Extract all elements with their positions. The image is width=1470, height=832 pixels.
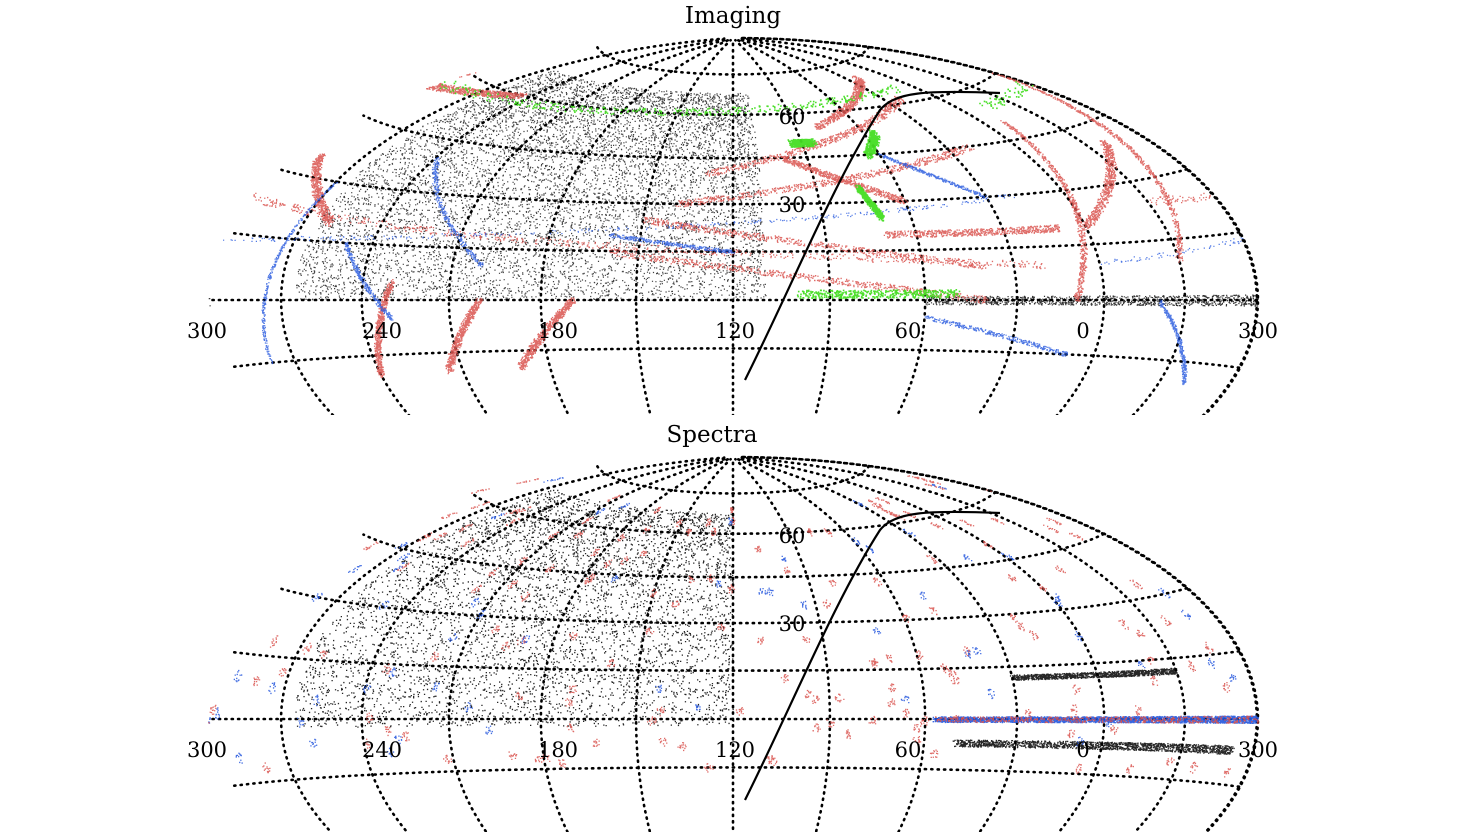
ra-gridline [736, 457, 927, 832]
imaging-red-stripe-points [883, 224, 1061, 239]
spectra-galactic-plane-curve [744, 510, 1001, 801]
imaging-red-stripe-points [1000, 120, 1088, 302]
ra-gridline [734, 457, 832, 832]
spectra-ra-tick-180: 180 [538, 738, 578, 762]
spectra-ra-tick-300-right: 300 [1238, 738, 1278, 762]
imaging-ra-tick-120: 120 [715, 319, 755, 343]
imaging-red-stripe-points [782, 156, 909, 205]
imaging-green-patch-points [439, 80, 1034, 117]
spectra-stripe-points [1009, 667, 1178, 681]
imaging-graticule [210, 36, 1260, 415]
ra-gridline [447, 457, 728, 832]
edge-gridline [740, 36, 1259, 415]
imaging-green-patch-points [863, 129, 881, 160]
imaging-green-patch-points [796, 289, 961, 300]
dec-gridline [596, 464, 871, 495]
spectra-ra-tick-120: 120 [715, 738, 755, 762]
imaging-red-stripe-points [814, 75, 866, 130]
ra-gridline [740, 456, 1187, 832]
imaging-stripe-82-points [208, 294, 1259, 307]
dec-gridline [279, 167, 1189, 206]
ra-gridline [738, 457, 1019, 832]
imaging-panel: Imaging 300 240 180 120 60 0 300 60 30 [187, 3, 1278, 415]
imaging-red-stripe-points [608, 249, 989, 304]
imaging-red-stripe-points [310, 153, 335, 227]
imaging-red-stripe-points [445, 297, 484, 375]
imaging-dec-tick-30: 30 [779, 193, 806, 217]
ra-gridline [447, 38, 728, 415]
spectra-title: Spectra [667, 422, 758, 448]
spectra-ra-tick-300-left: 300 [187, 738, 227, 762]
imaging-tick-labels: 300 240 180 120 60 0 300 60 30 [187, 105, 1278, 343]
ra-gridline [634, 457, 732, 832]
spectra-data-points [208, 475, 1260, 778]
imaging-ra-tick-240: 240 [362, 319, 402, 343]
spectra-dec-tick-30: 30 [779, 612, 806, 636]
imaging-footprint-points [296, 70, 767, 302]
ra-gridline [539, 457, 730, 832]
spectra-stripe-points [952, 739, 1235, 755]
spectra-ra-tick-0: 0 [1076, 738, 1089, 762]
ra-gridline [634, 38, 732, 415]
imaging-red-stripe-points [643, 216, 987, 270]
ra-gridline [740, 37, 1187, 415]
ra-gridline [360, 37, 727, 415]
imaging-ra-tick-0: 0 [1076, 319, 1089, 343]
imaging-ra-tick-300-left: 300 [187, 319, 227, 343]
ra-gridline [739, 456, 1106, 832]
imaging-blue-stripe-points [344, 241, 394, 321]
spectra-footprint-points [295, 489, 735, 728]
edge-gridline [740, 455, 1259, 832]
ra-gridline [360, 456, 727, 832]
spectra-panel: Spectra 300 240 180 120 60 0 300 60 30 [187, 422, 1278, 832]
spectra-blue-equator-points [208, 715, 1260, 724]
imaging-blue-stripe-points [924, 315, 1068, 357]
imaging-green-patch-points [787, 138, 818, 148]
imaging-ra-tick-180: 180 [538, 319, 578, 343]
ra-gridline [739, 37, 1106, 415]
dec-gridline [279, 586, 1189, 625]
imaging-ra-tick-300-right: 300 [1238, 319, 1278, 343]
imaging-red-stripe-points [517, 297, 576, 371]
spectra-tick-labels: 300 240 180 120 60 0 300 60 30 [187, 524, 1278, 762]
ra-gridline [279, 456, 726, 832]
imaging-dec-tick-60: 60 [779, 105, 806, 129]
ra-gridline [734, 38, 832, 415]
imaging-title: Imaging [685, 3, 781, 29]
ra-gridline [539, 38, 730, 415]
imaging-blue-stripe-points [878, 153, 988, 200]
imaging-green-patch-points [855, 184, 885, 222]
imaging-galactic-plane-curve [744, 90, 1001, 381]
imaging-blue-stripe-points [608, 233, 735, 254]
spectra-graticule [210, 455, 1260, 832]
imaging-red-stripe-points [1082, 139, 1118, 231]
imaging-red-stripe-points [373, 279, 395, 378]
spectra-ra-tick-240: 240 [362, 738, 402, 762]
spectra-ra-tick-60: 60 [895, 738, 922, 762]
spectra-red-equator-points [208, 715, 1259, 724]
dec-gridline [596, 45, 871, 76]
imaging-blue-stripe-points [1158, 299, 1188, 386]
imaging-data-points [208, 70, 1259, 386]
imaging-ra-tick-60: 60 [895, 319, 922, 343]
ra-gridline [736, 38, 927, 415]
ra-gridline [279, 37, 726, 415]
imaging-blue-stripe-points [431, 156, 484, 268]
spectra-dec-tick-60: 60 [779, 524, 806, 548]
